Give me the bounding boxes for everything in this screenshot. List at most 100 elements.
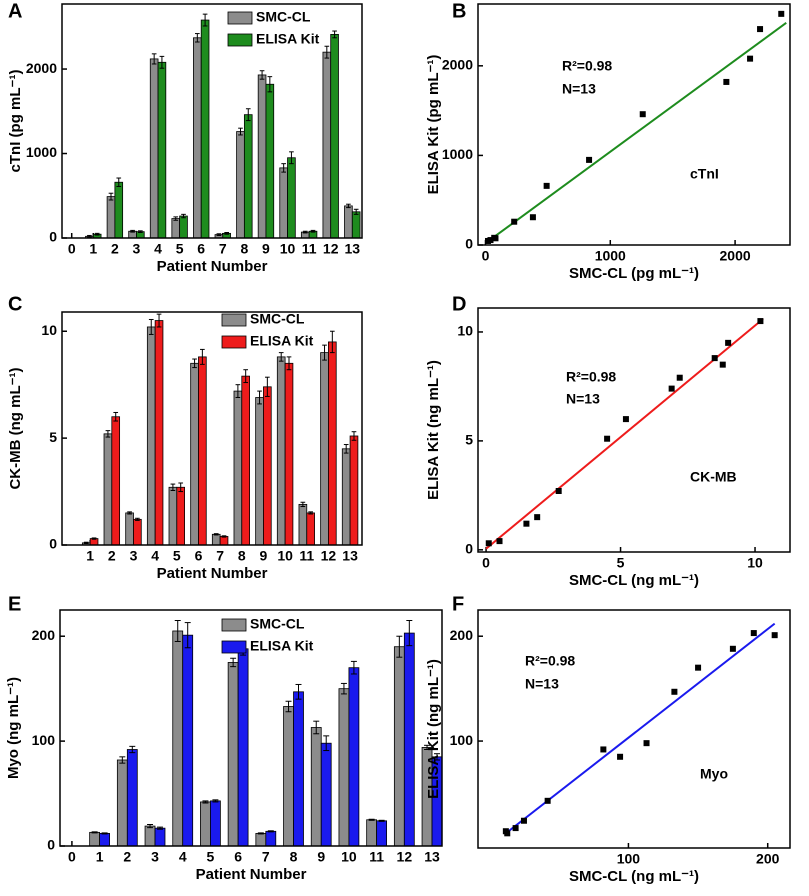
error-bar — [105, 430, 111, 438]
x-tick-label: 12 — [323, 241, 339, 257]
error-bar — [235, 384, 241, 399]
x-tick-label: 6 — [234, 849, 242, 865]
error-bar — [302, 230, 308, 234]
bar — [265, 830, 277, 847]
data-point — [729, 645, 736, 652]
error-bar — [281, 163, 286, 173]
y-tick-label: 1000 — [26, 144, 57, 160]
bar — [116, 759, 128, 847]
error-bar — [329, 330, 335, 354]
bar — [320, 352, 329, 546]
bar — [376, 820, 387, 847]
data-point — [668, 385, 675, 392]
error-bar — [94, 232, 100, 236]
plot-frame — [61, 311, 363, 546]
data-point — [750, 630, 757, 637]
x-tick-label: 0 — [68, 241, 76, 257]
x-tick-label: 8 — [240, 241, 248, 257]
error-bar — [368, 818, 375, 821]
x-tick-label: 1000 — [595, 248, 626, 264]
bar — [200, 801, 211, 847]
error-bar — [113, 411, 119, 422]
bar — [255, 833, 267, 847]
bar — [283, 706, 294, 847]
plot-frame — [59, 609, 443, 847]
bar — [265, 83, 275, 239]
bar — [233, 390, 243, 546]
x-tick-label: 10 — [341, 849, 357, 865]
y-tick-label: 5 — [49, 429, 57, 445]
x-tick-label: 1 — [86, 548, 94, 564]
x-tick-label: 3 — [151, 849, 159, 865]
data-point — [639, 111, 646, 118]
data-point — [491, 234, 498, 241]
x-tick-label: 6 — [195, 548, 203, 564]
legend-label: ELISA Kit — [250, 638, 314, 654]
legend-label: SMC-CL — [256, 9, 311, 25]
error-bar — [116, 177, 122, 187]
bar — [126, 749, 138, 847]
x-tick-label: 3 — [133, 241, 141, 257]
data-point — [747, 55, 754, 62]
error-bar — [91, 537, 97, 540]
data-point — [600, 746, 607, 753]
error-bar — [286, 356, 292, 371]
y-tick-label: 0 — [49, 229, 57, 245]
bar — [89, 831, 101, 847]
error-bar — [202, 800, 209, 804]
bar — [255, 397, 264, 546]
x-tick-label: 7 — [216, 548, 224, 564]
x-tick-label: 10 — [277, 548, 293, 564]
x-tick-label: 10 — [280, 241, 296, 257]
legend-label: ELISA Kit — [256, 31, 320, 47]
x-tick-label: 4 — [179, 849, 187, 865]
error-bar — [434, 753, 441, 761]
bar — [243, 114, 253, 239]
bar — [193, 37, 202, 239]
error-bar — [151, 53, 157, 65]
x-axis-label: Patient Number — [196, 866, 307, 883]
bar — [393, 646, 405, 847]
data-point — [604, 435, 611, 442]
x-tick-label: 5 — [173, 548, 181, 564]
error-bar — [147, 823, 154, 829]
bar — [348, 667, 360, 847]
error-bar — [324, 45, 330, 59]
x-tick-label: 9 — [260, 548, 268, 564]
bar — [257, 74, 267, 239]
y-axis-label: Myo (ng mL⁻¹) — [5, 677, 22, 779]
annotation: R²=0.98 — [525, 653, 575, 669]
y-tick-label: 0 — [465, 541, 473, 557]
bar — [190, 362, 199, 546]
bar — [330, 34, 339, 239]
data-point — [778, 10, 785, 17]
x-tick-label: 2000 — [720, 248, 751, 264]
legend-swatch — [227, 33, 253, 47]
error-bar — [184, 622, 191, 649]
y-axis-label: ELISA Kit (ng mL⁻¹) — [425, 659, 442, 799]
bar — [293, 691, 304, 847]
x-tick-label: 11 — [369, 849, 384, 865]
x-tick-label: 11 — [299, 548, 314, 564]
bar — [157, 61, 167, 239]
data-point — [544, 797, 551, 804]
error-bar — [87, 234, 92, 238]
error-bar — [353, 208, 359, 215]
plot-frame — [477, 307, 791, 553]
error-bar — [285, 700, 292, 713]
error-bar — [157, 826, 163, 830]
error-bar — [406, 619, 413, 647]
error-bar — [265, 376, 270, 397]
x-tick-label: 10 — [747, 555, 763, 571]
data-point — [543, 182, 550, 189]
error-bar — [259, 70, 265, 80]
data-point — [723, 78, 730, 85]
x-tick-label: 1 — [89, 241, 97, 257]
error-bar — [200, 348, 205, 365]
y-tick-label: 5 — [465, 432, 473, 448]
x-tick-label: 7 — [219, 241, 227, 257]
bar — [403, 632, 415, 847]
panel-label: D — [452, 293, 466, 315]
error-bar — [323, 735, 330, 752]
panel-label: E — [8, 593, 21, 615]
